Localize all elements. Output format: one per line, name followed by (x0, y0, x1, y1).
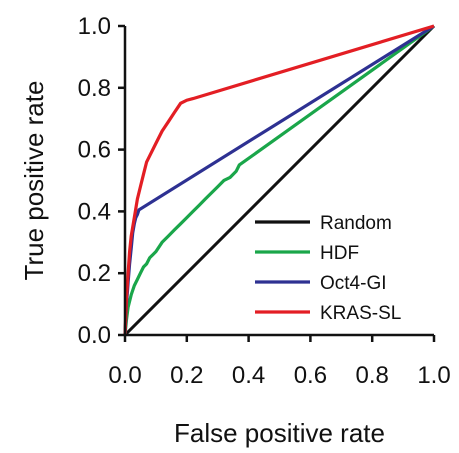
x-tick-label: 0.2 (170, 362, 203, 389)
legend-label-kras-sl: KRAS-SL (320, 303, 401, 324)
x-tick-label: 0.4 (232, 362, 265, 389)
legend: Random HDF Oct4-GI KRAS-SL (255, 213, 401, 324)
series-line-hdf (123, 24, 435, 336)
y-tick-label: 0.4 (78, 198, 111, 225)
x-axis-title: False positive rate (174, 418, 385, 448)
y-tick-label: 0.2 (78, 260, 111, 287)
y-tick-label: 0.6 (78, 137, 111, 164)
axes: 0.0 0.2 0.4 0.6 0.8 1.0 0.0 0.2 0.4 0.6 0.8 1.0 (78, 13, 451, 389)
y-tick-label: 1.0 (78, 13, 111, 40)
x-tick-label: 0.6 (294, 362, 327, 389)
plot-area (123, 24, 436, 337)
y-tick-label: 0.0 (78, 322, 111, 349)
series-line-kras-sl (123, 24, 435, 336)
x-tick-label: 1.0 (417, 362, 450, 389)
y-axis-title: True positive rate (19, 81, 49, 281)
series-line-random (123, 24, 436, 337)
x-tick-label: 0.8 (356, 362, 389, 389)
legend-label-hdf: HDF (320, 243, 359, 264)
legend-label-random: Random (320, 213, 392, 234)
legend-label-oct4-gi: Oct4-GI (320, 273, 387, 294)
x-tick-label: 0.0 (108, 362, 141, 389)
y-tick-label: 0.8 (78, 75, 111, 102)
